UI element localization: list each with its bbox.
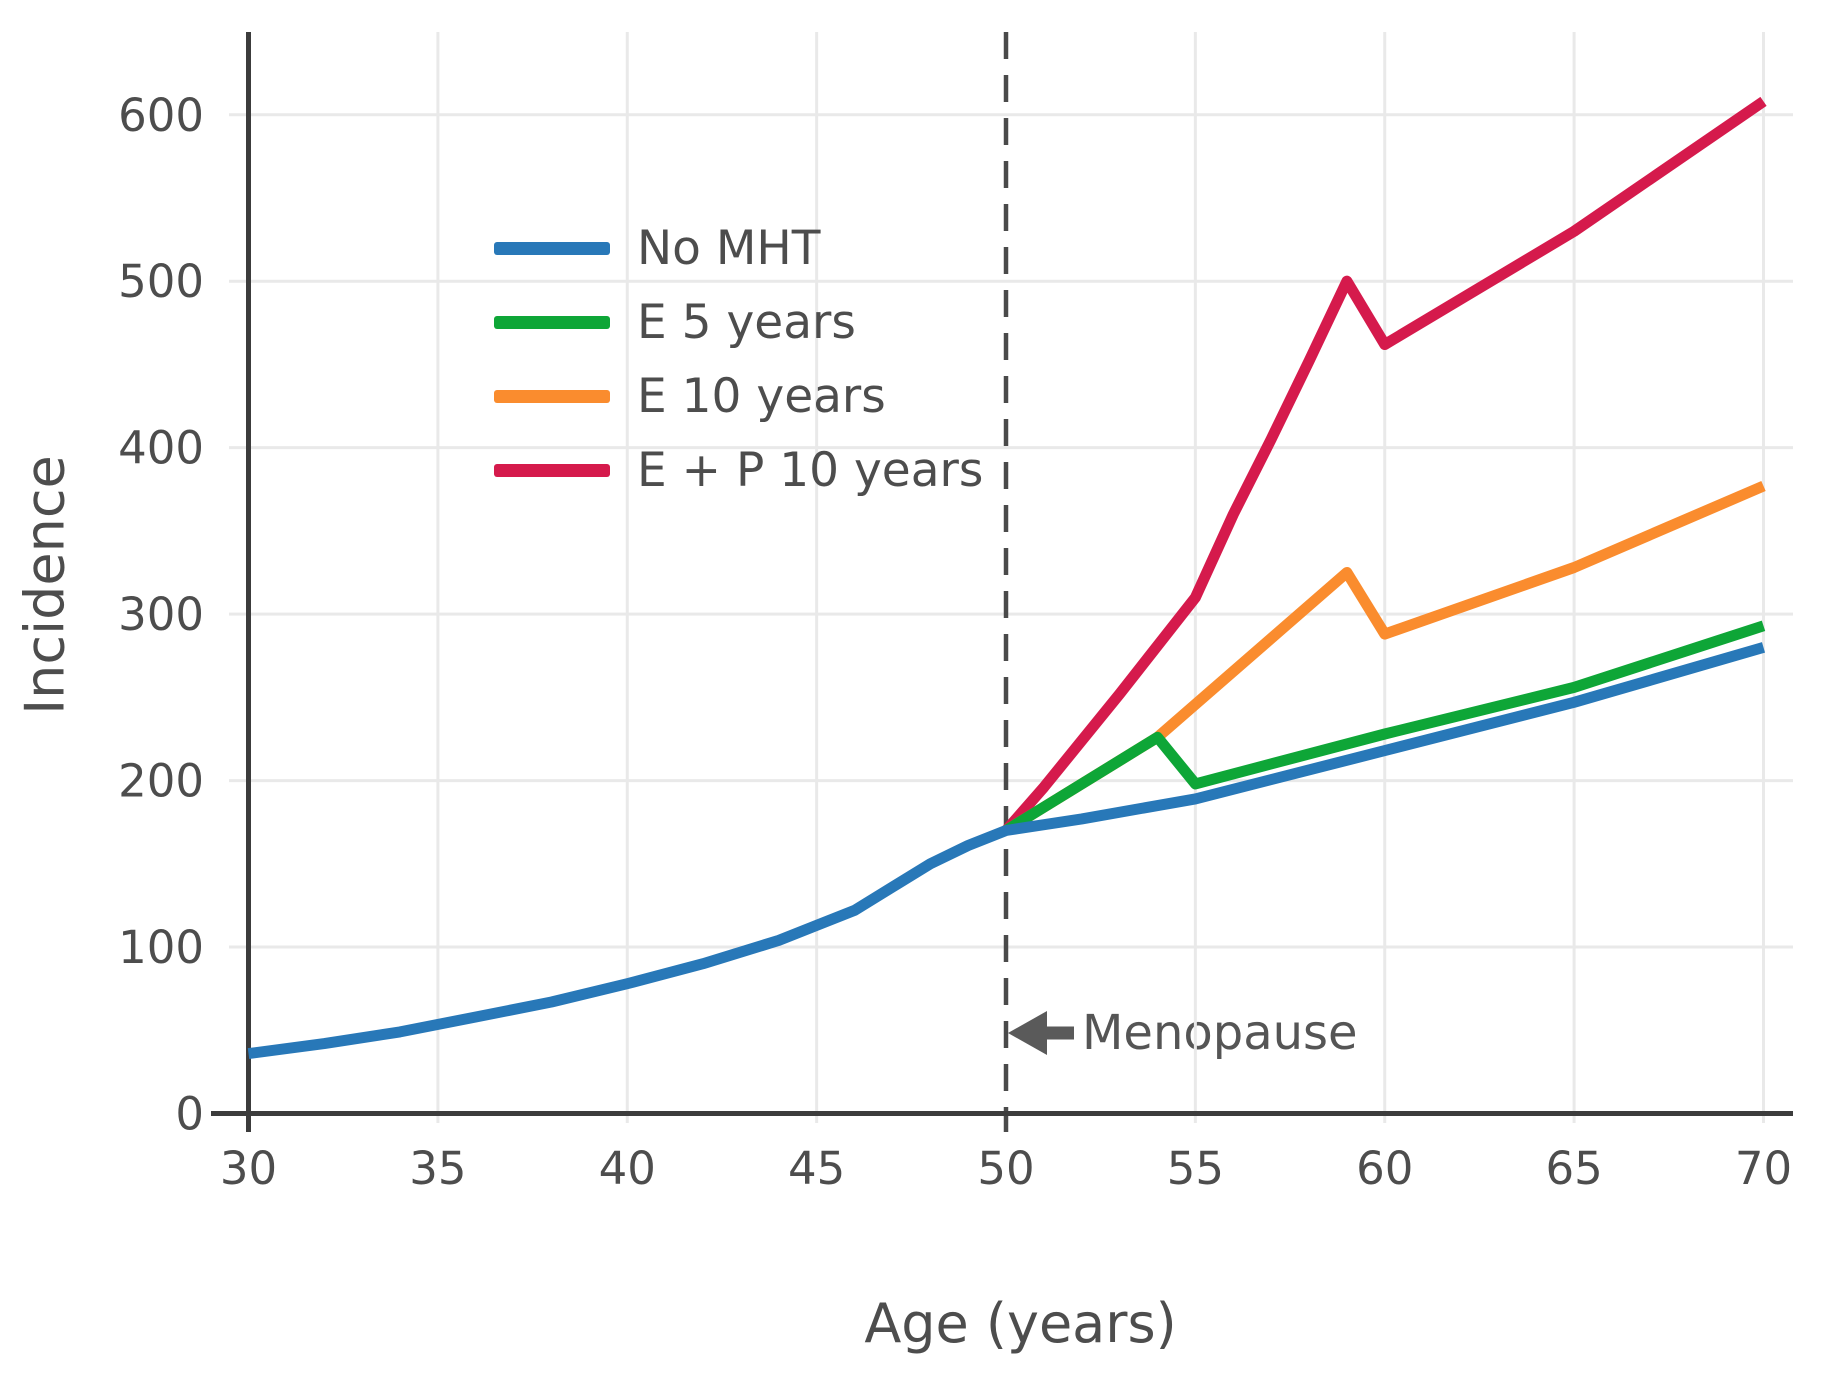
x-tick-label: 50: [977, 1142, 1034, 1195]
y-axis-title: Incidence: [13, 455, 77, 715]
x-tick-label: 35: [409, 1142, 466, 1195]
legend-item-no-mht: No MHT: [494, 221, 983, 276]
y-tick-label: 400: [118, 422, 204, 475]
series-line-e-5-years: [1003, 620, 1766, 836]
menopause-arrow-icon: [1008, 1011, 1047, 1055]
x-axis-title: Age (years): [864, 1292, 1177, 1355]
legend: No MHT E 5 years E 10 years E + P 10 yea…: [494, 221, 983, 521]
x-tick-label: 45: [788, 1142, 845, 1195]
legend-label-ep10: E + P 10 years: [637, 442, 984, 498]
x-tick-label: 55: [1167, 1142, 1224, 1195]
legend-item-ep10: E + P 10 years: [494, 443, 983, 498]
legend-item-e5: E 5 years: [494, 295, 983, 350]
y-tick-label: 300: [118, 588, 204, 641]
y-tick-label: 600: [118, 89, 204, 142]
y-tick-label: 200: [118, 755, 204, 808]
legend-swatch-no-mht: [494, 241, 610, 255]
x-tick-label: 40: [599, 1142, 656, 1195]
x-tick-label: 65: [1545, 1142, 1602, 1195]
legend-item-e10: E 10 years: [494, 369, 983, 424]
series-line-no-mht: [247, 642, 1766, 1060]
x-tick-label: 60: [1356, 1142, 1413, 1195]
y-tick-label: 100: [118, 921, 204, 974]
y-tick-label: 0: [175, 1088, 204, 1141]
legend-swatch-ep10: [494, 463, 610, 477]
legend-swatch-e10: [494, 389, 610, 403]
menopause-annotation-label: Menopause: [1082, 1005, 1358, 1061]
y-tick-label: 500: [118, 255, 204, 308]
legend-label-e10: E 10 years: [637, 368, 886, 424]
legend-swatch-e5: [494, 315, 610, 329]
series-line-e-p-10-years: [1001, 96, 1767, 835]
x-tick-label: 30: [220, 1142, 277, 1195]
x-tick-label: 70: [1735, 1142, 1792, 1195]
legend-label-no-mht: No MHT: [637, 220, 821, 276]
legend-label-e5: E 5 years: [637, 294, 856, 350]
